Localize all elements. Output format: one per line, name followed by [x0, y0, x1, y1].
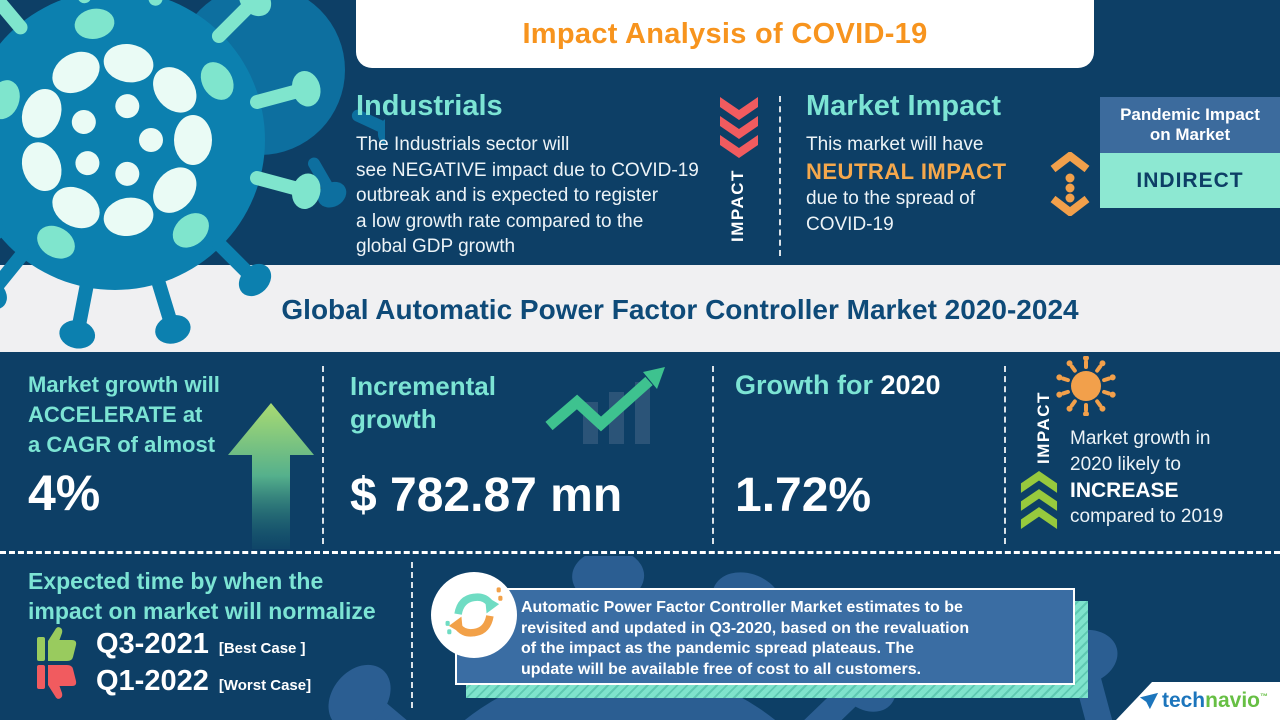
impact-2020-line: Market growth in	[1070, 428, 1211, 449]
update-note-box: Automatic Power Factor Controller Market…	[455, 588, 1075, 685]
cagr-line: Market growth will	[28, 372, 220, 397]
brand-trademark: ™	[1260, 692, 1268, 701]
sector-title: Industrials	[356, 90, 503, 122]
pandemic-badge-value: INDIRECT	[1100, 153, 1280, 208]
triple-chevron-down-icon	[720, 97, 758, 158]
market-impact-block: Market Impact This market will have NEUT…	[806, 90, 1007, 238]
header-banner: Impact Analysis of COVID-19	[356, 0, 1094, 68]
market-impact-line: due to the spread of	[806, 188, 976, 209]
growth-2020-label: Growth for	[735, 370, 881, 400]
sector-body-line: global GDP growth	[356, 236, 516, 257]
best-case-row: Q3-2021 [Best Case ]	[96, 628, 306, 661]
pandemic-badge-label: Pandemic Impact on Market	[1100, 97, 1280, 153]
trending-up-chart-icon	[545, 367, 665, 444]
market-impact-title: Market Impact	[806, 90, 1002, 122]
refresh-badge	[431, 572, 517, 658]
cagr-line: ACCELERATE at	[28, 402, 203, 427]
top-dashed-divider	[779, 96, 781, 256]
growth-2020-value: 1.72%	[735, 469, 872, 522]
brand-name-part1: tech	[1161, 689, 1206, 712]
impact-vertical-label: IMPACT	[728, 169, 747, 243]
brand-name-part2: navio	[1205, 689, 1260, 712]
thumbs-up-icon	[37, 627, 77, 661]
note-line: of the impact as the pandemic spread pla…	[521, 640, 914, 657]
stats-divider	[1004, 366, 1006, 544]
normalize-title-line: impact on market will normalize	[28, 598, 376, 624]
cagr-stat-text: Market growth will ACCELERATE at a CAGR …	[28, 370, 220, 460]
market-impact-line: COVID-19	[806, 214, 894, 235]
best-case-label: [Best Case ]	[218, 640, 306, 657]
growth-up-arrow-icon	[228, 403, 314, 549]
growth-2020-title: Growth for 2020	[735, 370, 941, 401]
stats-divider	[322, 366, 324, 544]
bottom-dashed-divider	[411, 562, 413, 708]
growth-2020-year: 2020	[880, 370, 941, 400]
triple-chevron-up-icon	[1020, 471, 1058, 529]
incremental-growth-value: $ 782.87 mn	[350, 469, 623, 522]
sector-body-line: The Industrials sector will	[356, 134, 570, 155]
market-impact-highlight: NEUTRAL IMPACT	[806, 159, 1007, 184]
worst-case-value: Q1-2022	[96, 665, 209, 697]
technavio-arrow-icon	[1139, 692, 1159, 710]
worst-case-label: [Worst Case]	[218, 677, 312, 694]
worst-case-row: Q1-2022 [Worst Case]	[96, 665, 311, 698]
bottom-section: Expected time by when the impact on mark…	[0, 556, 1280, 720]
stats-bottom-dashed-line	[0, 551, 1280, 554]
best-case-value: Q3-2021	[96, 628, 209, 660]
sector-body-line: a low growth rate compared to the	[356, 210, 644, 232]
market-title: Global Automatic Power Factor Controller…	[281, 294, 1079, 325]
sector-body-line: outbreak and is expected to register	[356, 185, 659, 206]
sector-impact-block: Industrials The Industrials sector will …	[356, 90, 699, 260]
market-impact-line: This market will have	[806, 134, 984, 155]
impact-2020-highlight: INCREASE	[1070, 479, 1179, 502]
note-line: Automatic Power Factor Controller Market…	[521, 599, 963, 616]
note-line: revisited and updated in Q3-2020, based …	[521, 619, 970, 637]
normalize-title-line: Expected time by when the	[28, 568, 324, 594]
thumbs-down-icon	[37, 665, 77, 699]
incremental-line: growth	[350, 404, 437, 434]
brand-name: technavio™	[1162, 689, 1268, 713]
incremental-line: Incremental	[350, 371, 496, 401]
impact-2020-text: Market growth in 2020 likely to INCREASE…	[1070, 426, 1223, 530]
impact-2020-line: compared to 2019	[1070, 506, 1224, 527]
page-title: Impact Analysis of COVID-19	[522, 17, 928, 50]
pandemic-impact-badge: Pandemic Impact on Market INDIRECT	[1100, 97, 1280, 208]
normalize-title: Expected time by when the impact on mark…	[28, 566, 376, 626]
note-line: update will be available free of cost to…	[521, 660, 922, 678]
refresh-cycle-icon	[445, 587, 503, 637]
neutral-indicator-icon	[1050, 152, 1090, 216]
sector-body-line: see NEGATIVE impact due to COVID-19	[356, 159, 699, 181]
impact-2020-line: 2020 likely to	[1070, 454, 1181, 475]
cagr-line: a CAGR of almost	[28, 432, 216, 457]
coronavirus-small-icon	[1056, 356, 1116, 416]
pandemic-badge-label-line: on Market	[1149, 125, 1231, 144]
pandemic-badge-label-line: Pandemic Impact	[1120, 105, 1260, 124]
stats-divider	[712, 366, 714, 544]
cagr-value: 4%	[28, 465, 101, 521]
incremental-growth-title: Incremental growth	[350, 370, 496, 436]
